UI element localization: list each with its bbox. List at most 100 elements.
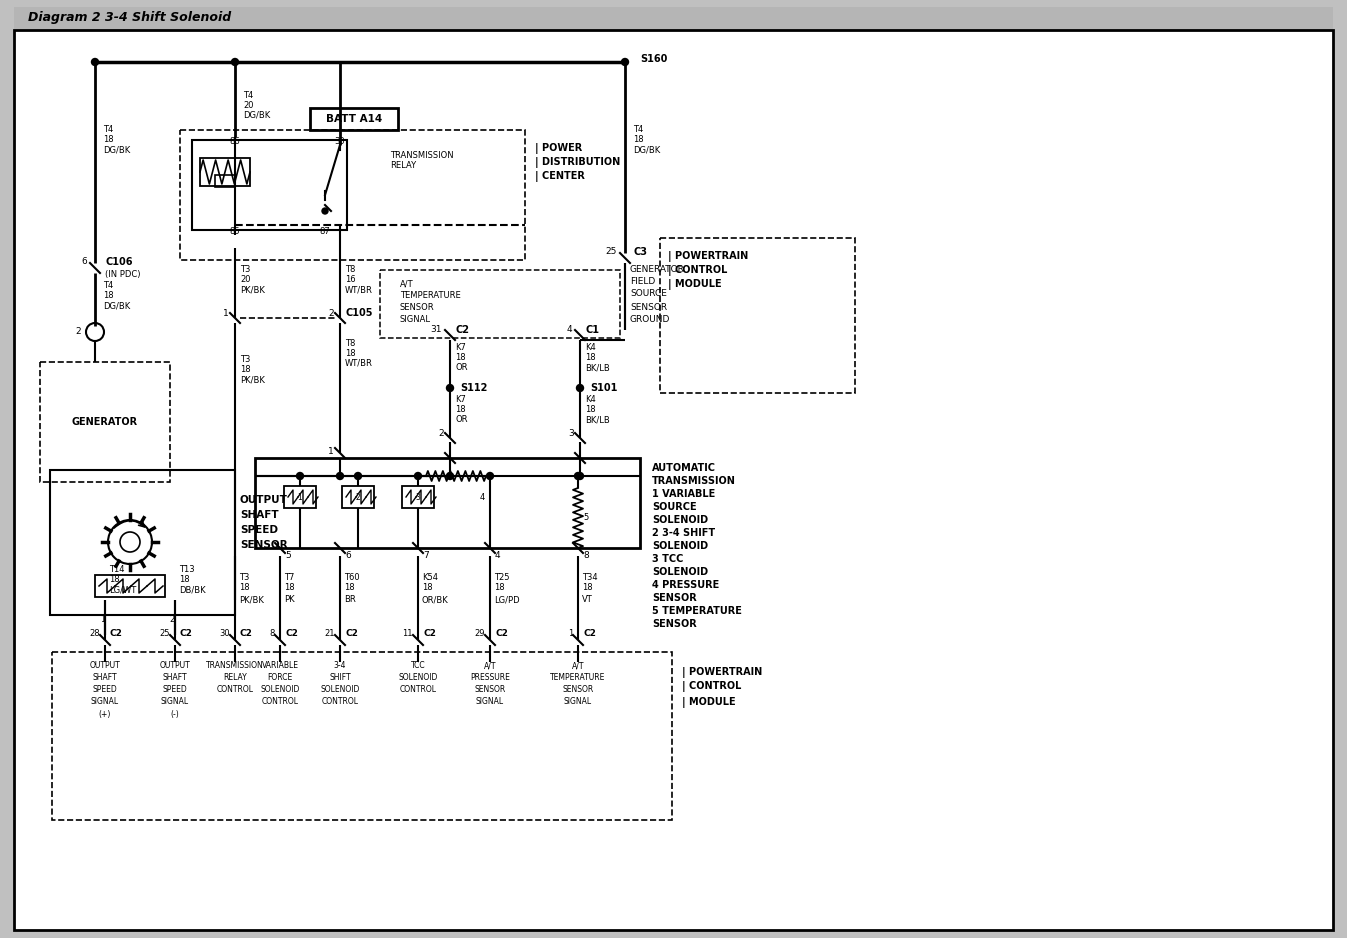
Text: OR/BK: OR/BK <box>422 596 449 604</box>
Text: 18: 18 <box>284 583 295 593</box>
Text: DG/BK: DG/BK <box>242 111 271 119</box>
Text: 2: 2 <box>170 615 175 625</box>
Text: 18: 18 <box>494 583 505 593</box>
Text: GENERATOR: GENERATOR <box>630 265 684 275</box>
Text: GROUND: GROUND <box>630 315 671 325</box>
Text: TRANSMISSION: TRANSMISSION <box>391 150 454 159</box>
Circle shape <box>354 473 361 479</box>
Text: 18: 18 <box>345 349 356 357</box>
Text: (IN PDC): (IN PDC) <box>105 269 140 279</box>
Text: T4: T4 <box>102 281 113 291</box>
Bar <box>40 362 170 482</box>
Text: 18: 18 <box>455 405 466 415</box>
Text: 18: 18 <box>422 583 432 593</box>
Text: Diagram 2 3-4 Shift Solenoid: Diagram 2 3-4 Shift Solenoid <box>28 11 232 24</box>
Circle shape <box>232 58 238 66</box>
Text: K7: K7 <box>455 343 466 353</box>
Text: | CENTER: | CENTER <box>535 171 585 181</box>
Text: LG/WT: LG/WT <box>109 585 136 595</box>
Text: 30: 30 <box>334 138 345 146</box>
Text: SOURCE: SOURCE <box>652 502 696 512</box>
Text: TRANSMISSION: TRANSMISSION <box>652 476 735 486</box>
Bar <box>180 130 525 260</box>
Text: | CONTROL: | CONTROL <box>668 265 727 276</box>
Text: 18: 18 <box>102 135 113 144</box>
Text: 18: 18 <box>179 576 190 584</box>
Text: C2: C2 <box>180 629 193 639</box>
Text: FORCE: FORCE <box>267 673 292 683</box>
Circle shape <box>621 58 629 66</box>
Text: AUTOMATIC: AUTOMATIC <box>652 463 717 473</box>
Text: 30: 30 <box>220 629 230 639</box>
Text: S101: S101 <box>590 383 617 393</box>
Text: DB/BK: DB/BK <box>179 585 206 595</box>
Text: CONTROL: CONTROL <box>400 686 436 694</box>
Text: 18: 18 <box>585 354 595 362</box>
Bar <box>216 175 234 187</box>
Text: CONTROL: CONTROL <box>217 686 253 694</box>
Text: SIGNAL: SIGNAL <box>92 698 119 706</box>
Text: BK/LB: BK/LB <box>585 416 610 425</box>
Text: 2: 2 <box>75 327 81 337</box>
Text: SPEED: SPEED <box>163 686 187 694</box>
Text: T4: T4 <box>633 126 644 134</box>
Text: 18: 18 <box>109 576 120 584</box>
Text: T8: T8 <box>345 265 356 275</box>
Text: SENSOR: SENSOR <box>400 304 435 312</box>
Bar <box>13 7 1334 30</box>
Text: DG/BK: DG/BK <box>102 301 131 310</box>
Text: 5: 5 <box>583 513 589 522</box>
Text: | POWER: | POWER <box>535 143 582 154</box>
Text: 31: 31 <box>431 325 442 335</box>
Text: RELAY: RELAY <box>224 673 247 683</box>
Text: PK/BK: PK/BK <box>240 375 265 385</box>
Text: SOLENOID: SOLENOID <box>652 515 709 525</box>
Text: 1 VARIABLE: 1 VARIABLE <box>652 489 715 499</box>
Text: C2: C2 <box>286 629 298 639</box>
Text: TCC: TCC <box>411 661 426 671</box>
Text: (-): (-) <box>171 709 179 719</box>
Text: RELAY: RELAY <box>391 161 416 171</box>
Text: SOLENOID: SOLENOID <box>260 686 299 694</box>
Text: 11: 11 <box>403 629 414 639</box>
Text: C2: C2 <box>494 629 508 639</box>
Text: C1: C1 <box>585 325 599 335</box>
Text: VT: VT <box>582 596 593 604</box>
Circle shape <box>296 473 303 479</box>
Text: PK/BK: PK/BK <box>238 596 264 604</box>
Text: T4: T4 <box>102 126 113 134</box>
Text: CONTROL: CONTROL <box>261 698 299 706</box>
Text: 4: 4 <box>566 325 572 335</box>
Text: 3: 3 <box>568 430 574 438</box>
Text: SOLENOID: SOLENOID <box>652 541 709 551</box>
Text: 21: 21 <box>325 629 335 639</box>
Text: 16: 16 <box>345 276 356 284</box>
Text: T3: T3 <box>238 573 249 582</box>
Text: 1: 1 <box>329 446 334 456</box>
Circle shape <box>415 473 422 479</box>
Text: | CONTROL: | CONTROL <box>682 682 741 692</box>
Text: SHAFT: SHAFT <box>240 510 279 520</box>
Text: A/T: A/T <box>484 661 496 671</box>
Text: 85: 85 <box>230 226 240 235</box>
Text: 5 TEMPERATURE: 5 TEMPERATURE <box>652 606 742 616</box>
Text: T60: T60 <box>343 573 360 582</box>
Text: 8: 8 <box>583 552 589 561</box>
Text: 87: 87 <box>319 226 330 235</box>
Text: SOURCE: SOURCE <box>630 290 667 298</box>
Text: | MODULE: | MODULE <box>682 697 735 707</box>
Text: OR: OR <box>455 364 467 372</box>
Circle shape <box>322 208 329 214</box>
Text: T7: T7 <box>284 573 295 582</box>
Text: OUTPUT: OUTPUT <box>240 495 288 505</box>
Text: T34: T34 <box>582 573 598 582</box>
Text: WT/BR: WT/BR <box>345 285 373 295</box>
Text: SENSOR: SENSOR <box>652 619 696 629</box>
Text: S160: S160 <box>640 54 667 64</box>
Text: C2: C2 <box>345 629 358 639</box>
Text: 2: 2 <box>356 492 361 502</box>
Text: T3: T3 <box>240 265 251 275</box>
Text: SENSOR: SENSOR <box>563 686 594 694</box>
Text: 1: 1 <box>298 492 302 502</box>
Text: SIGNAL: SIGNAL <box>160 698 189 706</box>
